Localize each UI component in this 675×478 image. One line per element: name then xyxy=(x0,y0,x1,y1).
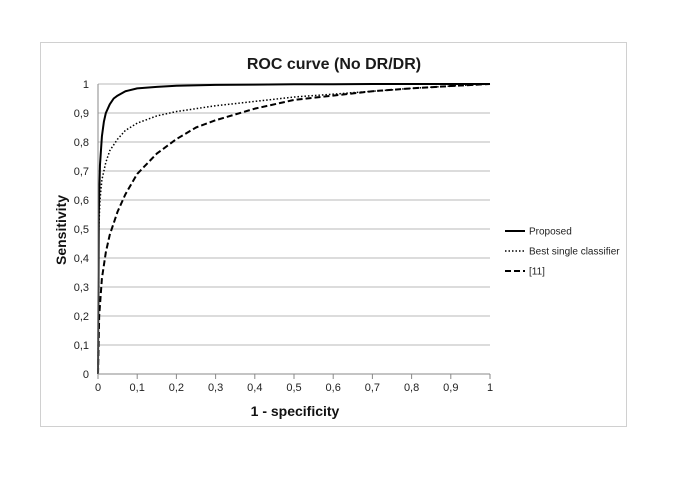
legend: Proposed Best single classifier [11] xyxy=(505,227,620,278)
x-tick-label: 0,7 xyxy=(365,382,380,394)
y-tick-labels: 0 0,1 0,2 0,3 0,4 0,5 0,6 0,7 0,8 0,9 1 xyxy=(74,79,89,381)
y-tick-label: 0,1 xyxy=(74,340,89,352)
y-tick-label: 0,2 xyxy=(74,311,89,323)
legend-label: [11] xyxy=(529,267,545,278)
y-tick-label: 0 xyxy=(83,369,89,381)
legend-label: Proposed xyxy=(529,227,572,238)
x-tick-label: 0,4 xyxy=(247,382,262,394)
x-tick-label: 1 xyxy=(487,382,493,394)
y-tick-label: 0,8 xyxy=(74,137,89,149)
legend-label: Best single classifier xyxy=(529,247,620,258)
y-tick-label: 0,5 xyxy=(74,224,89,236)
series-line-proposed xyxy=(97,83,490,375)
axes xyxy=(97,84,491,379)
x-tick-label: 0,6 xyxy=(326,382,341,394)
x-tick-label: 0,2 xyxy=(169,382,184,394)
y-tick-label: 0,9 xyxy=(74,108,89,120)
x-tick-label: 0,5 xyxy=(286,382,301,394)
x-tick-label: 0,9 xyxy=(443,382,458,394)
x-tick-label: 0,3 xyxy=(208,382,223,394)
chart-title: ROC curve (No DR/DR) xyxy=(247,56,421,73)
x-tick-labels: 0 0,1 0,2 0,3 0,4 0,5 0,6 0,7 0,8 0,9 1 xyxy=(95,382,493,394)
x-tick-label: 0 xyxy=(95,382,101,394)
y-tick-label: 0,6 xyxy=(74,195,89,207)
series-group xyxy=(97,83,491,375)
chart-figure: ROC curve (No DR/DR) 0 0,1 0,2 0,3 0,4 0,5 0,6… xyxy=(40,42,627,427)
y-tick-label: 0,7 xyxy=(74,166,89,178)
roc-chart: ROC curve (No DR/DR) 0 0,1 0,2 0,3 0,4 0,5 0,6… xyxy=(53,56,620,419)
gridlines xyxy=(98,83,490,346)
x-tick-label: 0,1 xyxy=(130,382,145,394)
x-tick-label: 0,8 xyxy=(404,382,419,394)
y-tick-label: 0,3 xyxy=(74,282,89,294)
y-tick-label: 0,4 xyxy=(74,253,89,265)
series-line-11 xyxy=(97,83,491,375)
x-axis-label: 1 - specificity xyxy=(251,403,340,419)
y-tick-label: 1 xyxy=(83,79,89,91)
series-line-best-single-classifier xyxy=(97,83,491,375)
y-axis-label: Sensitivity xyxy=(53,195,69,265)
